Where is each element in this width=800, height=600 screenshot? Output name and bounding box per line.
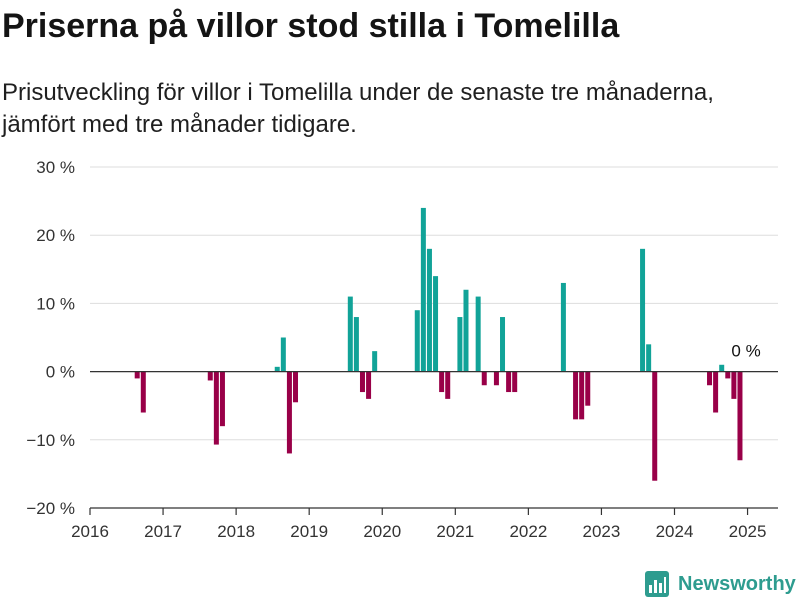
y-tick-label: 10 %: [36, 294, 75, 313]
x-tick-label: 2024: [656, 522, 694, 541]
bar-negative: [293, 371, 299, 403]
bar-positive: [426, 248, 432, 372]
x-tick-label: 2021: [436, 522, 474, 541]
bar-positive: [347, 296, 353, 372]
bar-negative: [481, 371, 487, 386]
bar-negative: [506, 371, 512, 393]
bar-negative: [707, 371, 713, 386]
bar-positive: [420, 207, 426, 372]
x-tick-label: 2016: [71, 522, 109, 541]
bar-negative: [713, 371, 719, 413]
bar-negative: [213, 371, 219, 445]
bar-negative: [585, 371, 591, 406]
bar-negative: [737, 371, 743, 461]
bar-positive: [560, 282, 566, 372]
bar-positive: [646, 344, 652, 372]
bar-negative: [579, 371, 585, 420]
x-tick-label: 2017: [144, 522, 182, 541]
bar-negative: [140, 371, 146, 413]
bars: [134, 207, 743, 481]
bar-positive: [353, 317, 359, 372]
bar-negative: [512, 371, 518, 393]
y-tick-label: −20 %: [26, 499, 75, 518]
x-tick-label: 2018: [217, 522, 255, 541]
newsworthy-logo-icon: [645, 571, 669, 597]
bar-negative: [493, 371, 499, 386]
y-axis-labels: 30 % 20 % 10 % 0 % −10 % −20 %: [26, 158, 75, 518]
bar-positive: [463, 289, 469, 372]
bar-negative: [359, 371, 365, 393]
chart-title: Priserna på villor stod stilla i Tomelil…: [2, 7, 620, 45]
bar-negative: [573, 371, 579, 420]
x-tick-label: 2022: [509, 522, 547, 541]
bar-chart: 30 %20 %10 %0 %−10 %−20 %2016 2017 2018 201…: [26, 158, 778, 541]
bar-negative: [286, 371, 292, 454]
bar-negative: [725, 371, 731, 379]
bar-negative: [652, 371, 658, 481]
bar-positive: [372, 351, 378, 372]
bar-positive: [280, 337, 286, 372]
bar-positive: [719, 364, 725, 372]
brand-footer: Newsworthy: [645, 570, 796, 598]
y-tick-label: 30 %: [36, 158, 75, 177]
bar-negative: [439, 371, 445, 393]
x-tick-label: 2025: [729, 522, 767, 541]
bar-negative: [366, 371, 372, 399]
bar-negative: [731, 371, 737, 399]
bar-positive: [274, 366, 280, 372]
logo-bar: [649, 585, 652, 593]
bar-negative: [134, 371, 140, 379]
bar-positive: [640, 248, 646, 372]
bar-negative: [219, 371, 225, 427]
chart-subtitle: Prisutveckling för villor i Tomelilla un…: [2, 79, 714, 138]
bar-positive: [414, 310, 420, 372]
logo-bar: [664, 577, 666, 593]
x-tick-label: 2023: [583, 522, 621, 541]
bar-positive: [500, 317, 506, 372]
x-tick-label: 2019: [290, 522, 328, 541]
y-tick-label: 20 %: [36, 226, 75, 245]
logo-bar: [654, 580, 657, 593]
latest-value-label: 0 %: [731, 342, 760, 361]
logo-bar: [659, 583, 662, 593]
bar-positive: [475, 296, 481, 372]
y-tick-label: 0 %: [46, 363, 75, 382]
bar-negative: [207, 371, 213, 381]
bar-positive: [433, 276, 439, 372]
x-axis-ticks: 2016 2017 2018 2019 2020 2021 2022 2023 2024 2025: [71, 508, 766, 541]
brand-name: Newsworthy: [678, 573, 796, 595]
x-tick-label: 2020: [363, 522, 401, 541]
bar-negative: [445, 371, 451, 399]
y-tick-label: −10 %: [26, 431, 75, 450]
bar-positive: [457, 317, 463, 372]
